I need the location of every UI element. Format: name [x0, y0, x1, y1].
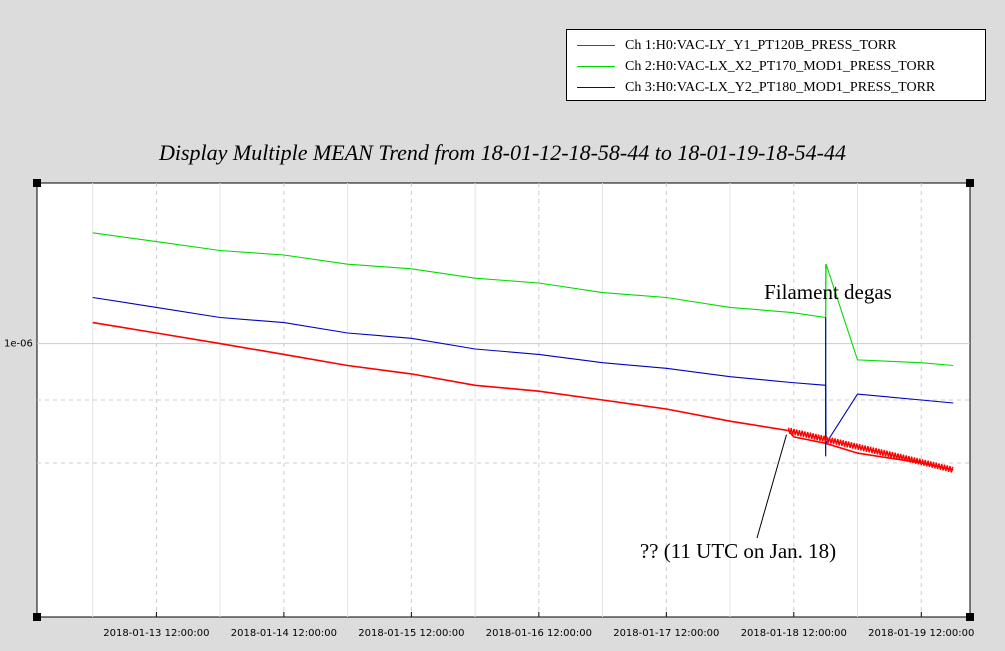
- series-line-ch3: [92, 296, 954, 446]
- legend-item-ch1: Ch 1:H0:VAC-LY_Y1_PT120B_PRESS_TORR: [567, 35, 985, 56]
- x-tick-label: 2018-01-16 12:00:00: [486, 628, 592, 639]
- series-line-ch2: [92, 232, 954, 367]
- legend-swatch-ch3: [577, 87, 615, 88]
- x-tick-label: 2018-01-17 12:00:00: [613, 628, 719, 639]
- resize-handle: [966, 179, 974, 187]
- annotation-filament-degas: Filament degas: [764, 280, 892, 304]
- resize-handle: [33, 613, 41, 621]
- legend-swatch-ch2: [577, 66, 615, 67]
- chart-title: Display Multiple MEAN Trend from 18-01-1…: [158, 140, 846, 165]
- legend-label-ch2: Ch 2:H0:VAC-LX_X2_PT170_MOD1_PRESS_TORR: [625, 58, 936, 74]
- legend-item-ch2: Ch 2:H0:VAC-LX_X2_PT170_MOD1_PRESS_TORR: [567, 56, 985, 77]
- legend-swatch-ch1: [577, 45, 615, 46]
- y-tick-label: 1e-06: [4, 339, 33, 350]
- x-tick-label: 2018-01-13 12:00:00: [103, 628, 209, 639]
- x-tick-label: 2018-01-19 12:00:00: [868, 628, 974, 639]
- x-tick-label: 2018-01-18 12:00:00: [741, 628, 847, 639]
- annotation-11utc: ?? (11 UTC on Jan. 18): [640, 539, 836, 563]
- legend-item-ch3: Ch 3:H0:VAC-LX_Y2_PT180_MOD1_PRESS_TORR: [567, 77, 985, 98]
- series-line-ch1: [92, 321, 954, 471]
- resize-handle: [966, 613, 974, 621]
- resize-handle: [33, 179, 41, 187]
- legend: Ch 1:H0:VAC-LY_Y1_PT120B_PRESS_TORR Ch 2…: [566, 29, 986, 101]
- legend-label-ch1: Ch 1:H0:VAC-LY_Y1_PT120B_PRESS_TORR: [625, 37, 897, 53]
- series-noise-ch1: [787, 427, 954, 473]
- x-tick-label: 2018-01-15 12:00:00: [358, 628, 464, 639]
- annotation-pointer: [756, 434, 787, 539]
- legend-label-ch3: Ch 3:H0:VAC-LX_Y2_PT180_MOD1_PRESS_TORR: [625, 79, 936, 95]
- x-tick-label: 2018-01-14 12:00:00: [231, 628, 337, 639]
